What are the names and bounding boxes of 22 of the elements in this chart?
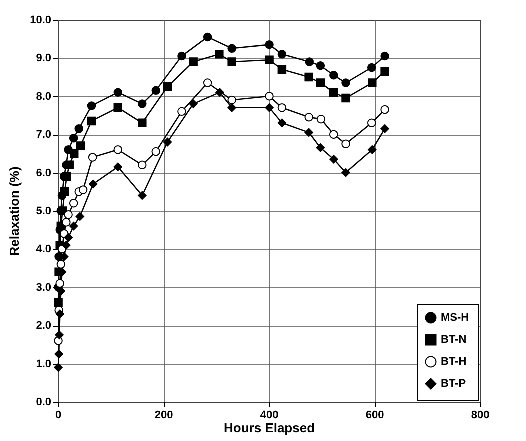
x-axis-title: Hours Elapsed xyxy=(224,420,316,436)
x-tick-label: 800 xyxy=(471,410,490,422)
y-tick-label: 10.0 xyxy=(30,14,52,26)
y-axis-title: Relaxation (%) xyxy=(7,166,22,256)
y-tick-label: 4.0 xyxy=(36,244,52,256)
y-tick-label: 7.0 xyxy=(36,129,52,142)
y-tick-label: 6.0 xyxy=(36,167,52,180)
y-tick-label: 8.0 xyxy=(36,90,52,103)
legend-label: BT-P xyxy=(441,378,466,390)
y-tick-label: 1.0 xyxy=(36,358,52,370)
x-tick-label: 0 xyxy=(55,410,62,422)
x-tick-label: 600 xyxy=(366,410,384,422)
x-tick-label: 400 xyxy=(260,410,279,422)
legend-label: MS-H xyxy=(441,312,470,324)
legend-label: BT-H xyxy=(441,356,467,368)
y-tick-label: 0.0 xyxy=(36,396,52,408)
y-tick-label: 9.0 xyxy=(36,52,52,65)
y-tick-label: 2.0 xyxy=(36,320,52,332)
y-tick-label: 5.0 xyxy=(36,206,52,218)
legend-label: BT-N xyxy=(441,334,467,346)
y-tick-label: 3.0 xyxy=(36,282,52,294)
x-tick-label: 200 xyxy=(154,410,174,422)
